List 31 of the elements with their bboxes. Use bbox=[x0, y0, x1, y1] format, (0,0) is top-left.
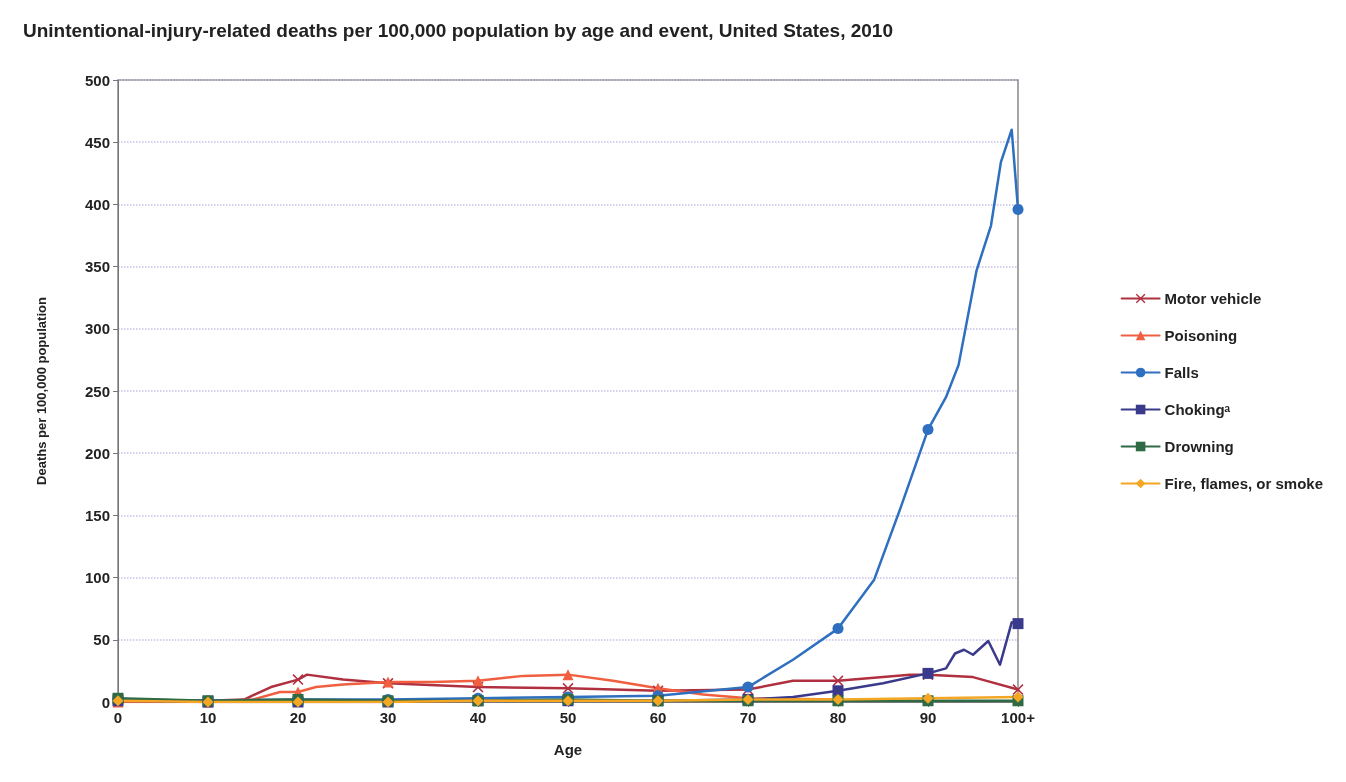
x-tick-label: 40 bbox=[469, 709, 487, 726]
y-tick-label: 350 bbox=[84, 258, 110, 276]
y-tick-label: 50 bbox=[93, 631, 110, 649]
x-axis-title: Age bbox=[553, 741, 583, 758]
legend-label: Chokingᵃ bbox=[1164, 401, 1231, 418]
x-tick-label: 30 bbox=[379, 709, 397, 726]
y-tick-label: 300 bbox=[84, 320, 110, 338]
y-tick-label: 200 bbox=[84, 444, 110, 462]
x-tick-label: 60 bbox=[649, 709, 667, 726]
x-tick-label: 70 bbox=[739, 709, 757, 726]
x-tick-label: 80 bbox=[829, 709, 847, 726]
x-tick-label: 50 bbox=[559, 709, 577, 726]
legend-label: Drowning bbox=[1164, 438, 1234, 455]
y-tick-label: 500 bbox=[84, 71, 110, 89]
x-tick-label: 0 bbox=[113, 709, 123, 726]
y-tick-label: 400 bbox=[84, 195, 110, 213]
x-tick-label: 10 bbox=[199, 709, 217, 726]
y-tick-label: 100 bbox=[84, 569, 110, 587]
x-tick-label: 20 bbox=[289, 709, 307, 726]
y-tick-label: 0 bbox=[101, 693, 110, 711]
legend-label: Falls bbox=[1164, 364, 1199, 381]
legend-label: Fire, flames, or smoke bbox=[1164, 475, 1324, 492]
x-tick-label: 100+ bbox=[1001, 709, 1036, 726]
y-axis-title: Deaths per 100,000 population bbox=[34, 297, 49, 485]
chart-title: Unintentional-injury-related deaths per 100,000 population by age and event, United States, 2010 bbox=[23, 20, 893, 41]
y-tick-label: 150 bbox=[84, 506, 110, 524]
legend-label: Motor vehicle bbox=[1164, 290, 1262, 307]
legend-label: Poisoning bbox=[1164, 327, 1238, 344]
y-tick-label: 250 bbox=[84, 382, 110, 400]
y-tick-label: 450 bbox=[84, 133, 110, 151]
x-tick-label: 90 bbox=[919, 709, 937, 726]
